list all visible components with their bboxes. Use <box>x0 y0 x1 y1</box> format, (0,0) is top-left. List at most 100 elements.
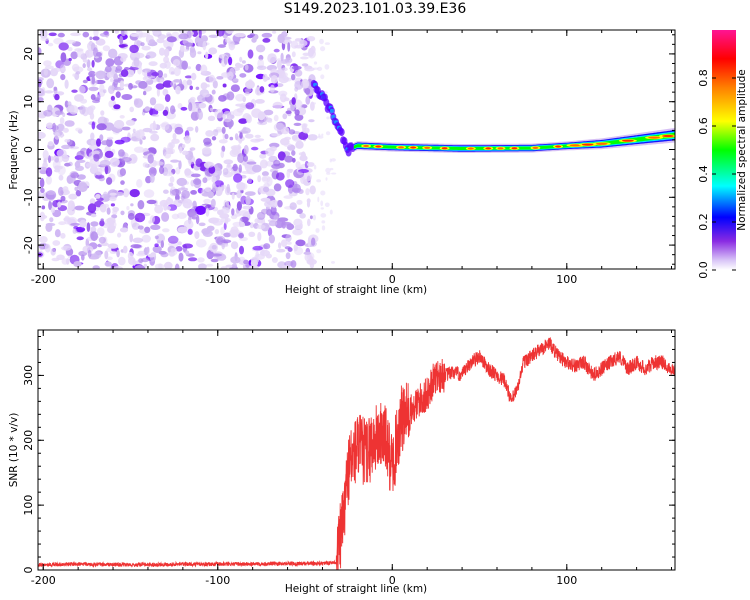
noise-blob <box>149 215 155 224</box>
noise-blob <box>182 150 189 156</box>
noise-blob <box>54 229 61 238</box>
noise-blob <box>209 107 214 112</box>
noise-blob <box>60 195 66 202</box>
noise-blob <box>102 45 111 52</box>
noise-blob <box>222 168 229 175</box>
noise-blob <box>149 174 155 183</box>
colorbar-ticks: 0.0 0.2 0.4 0.6 0.8 <box>697 69 736 279</box>
noise-blob <box>307 218 311 227</box>
noise-blob <box>89 36 93 41</box>
noise-blob <box>64 162 71 167</box>
x-tick-label: 0 <box>389 273 396 286</box>
noise-blob <box>137 225 144 230</box>
noise-blob <box>148 61 158 67</box>
noise-blob <box>141 45 151 51</box>
noise-blob <box>109 192 117 196</box>
spectrogram-xlabel: Height of straight line (km) <box>285 284 427 296</box>
noise-blob <box>261 171 269 177</box>
noise-blob <box>230 43 235 48</box>
noise-blob <box>273 183 282 192</box>
noise-blob <box>254 218 260 224</box>
noise-blob <box>143 90 147 96</box>
x-tick-label: -200 <box>31 574 56 587</box>
noise-blob <box>128 153 138 164</box>
noise-blob <box>154 235 159 240</box>
noise-blob <box>239 132 243 139</box>
noise-blob <box>304 160 309 169</box>
snr-xlabel: Height of straight line (km) <box>285 583 427 595</box>
colorbar: 0.0 0.2 0.4 0.6 0.8 Normalized spectral ampl… <box>697 30 748 279</box>
x-tick-label: -100 <box>205 273 230 286</box>
noise-blob <box>210 217 221 221</box>
noise-blob <box>129 189 140 198</box>
noise-blob <box>146 199 157 205</box>
noise-blob <box>288 129 296 135</box>
noise-blob <box>95 167 103 176</box>
noise-blob <box>155 83 165 90</box>
noise-blob <box>195 63 202 72</box>
noise-blob <box>68 146 80 150</box>
noise-blob <box>257 111 266 121</box>
ridge-hotspot <box>595 142 608 145</box>
noise-blob <box>106 256 113 261</box>
noise-blob <box>195 214 200 225</box>
noise-blob <box>300 81 310 89</box>
noise-blob <box>120 180 125 185</box>
noise-blob <box>186 126 194 132</box>
y-tick-label: 100 <box>22 495 35 516</box>
noise-blob <box>228 120 233 130</box>
noise-blob <box>76 49 84 58</box>
noise-blob <box>296 199 303 205</box>
noise-blob <box>286 241 292 245</box>
noise-blob <box>282 113 288 120</box>
noise-blob <box>146 51 157 59</box>
noise-blob <box>294 80 304 90</box>
ridge-hotspot <box>363 144 370 148</box>
noise-blob <box>289 169 293 173</box>
noise-blob <box>182 198 193 209</box>
noise-blob <box>119 227 129 233</box>
noise-blob <box>146 246 150 253</box>
noise-blob <box>195 125 199 133</box>
ridge-band <box>353 132 675 150</box>
noise-blob <box>300 151 307 162</box>
y-tick-label: 200 <box>22 430 35 451</box>
noise-blob <box>239 245 244 255</box>
noise-blob <box>228 56 233 66</box>
noise-blob <box>207 191 214 199</box>
noise-blob <box>176 212 187 219</box>
noise-blob <box>245 114 252 124</box>
noise-blob <box>208 47 218 55</box>
noise-blob <box>207 115 216 122</box>
noise-blob <box>217 186 222 196</box>
noise-blob <box>113 266 124 269</box>
noise-blob <box>149 97 157 106</box>
noise-blob <box>200 70 212 76</box>
noise-blob <box>220 217 231 223</box>
noise-blob <box>164 261 173 269</box>
noise-blob <box>117 232 122 238</box>
noise-blob <box>38 166 48 171</box>
noise-blob <box>108 100 114 108</box>
noise-blob <box>169 142 175 149</box>
noise-blob <box>317 66 323 71</box>
noise-blob <box>294 113 304 121</box>
noise-blob <box>191 216 198 220</box>
noise-blob <box>252 245 263 251</box>
noise-blob <box>156 38 165 44</box>
noise-blob <box>275 172 285 181</box>
ridge-hotspot <box>485 147 492 150</box>
noise-blob <box>283 77 292 82</box>
noise-blob <box>179 146 183 154</box>
noise-blob <box>267 227 273 237</box>
noise-blob <box>216 237 224 245</box>
noise-blob <box>188 257 198 262</box>
noise-blob <box>132 128 136 133</box>
noise-blob <box>313 164 317 170</box>
noise-blob <box>45 223 53 232</box>
noise-blob <box>95 174 105 179</box>
noise-blob <box>48 42 54 47</box>
noise-blob <box>295 239 306 247</box>
noise-blob <box>170 247 177 252</box>
noise-blob <box>184 75 193 79</box>
